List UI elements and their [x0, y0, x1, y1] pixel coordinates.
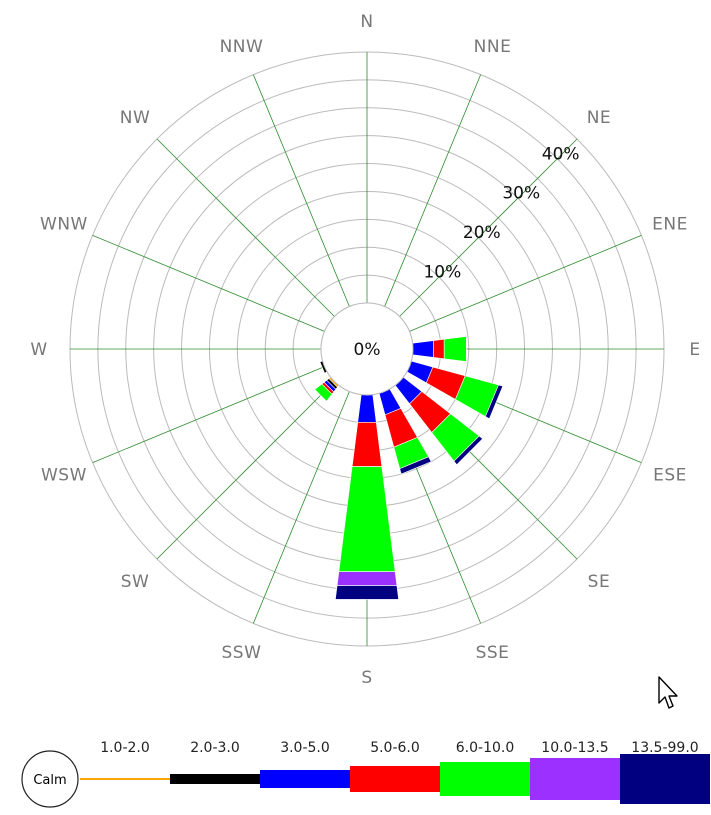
bar-s-13-5-99-0 — [335, 585, 399, 600]
direction-label-e: E — [689, 340, 700, 360]
legend-swatch-13-5-99-0 — [620, 754, 710, 804]
bar-s-6-0-10-0 — [338, 466, 396, 573]
bar-s-10-0-13-5 — [336, 571, 398, 586]
legend-label-10-0-13-5: 10.0-13.5 — [541, 740, 608, 756]
direction-label-ene: ENE — [652, 214, 688, 234]
legend-label-13-5-99-0: 13.5-99.0 — [631, 740, 698, 756]
direction-label-wnw: WNW — [40, 214, 88, 234]
chart-center: 0% — [320, 302, 414, 396]
direction-label-wsw: WSW — [41, 466, 87, 486]
bar-s-3-0-5-0 — [357, 394, 377, 423]
grid-spoke-nw — [156, 138, 335, 317]
legend-label-6-0-10-0: 6.0-10.0 — [456, 740, 515, 756]
center-disc — [320, 302, 414, 396]
legend-label-1-0-2-0: 1.0-2.0 — [100, 740, 150, 756]
legend-swatch-10-0-13-5 — [530, 758, 620, 800]
grid-spoke-ssw — [252, 391, 350, 624]
direction-label-ese: ESE — [653, 466, 687, 486]
bar-ese-13-5-99-0 — [485, 384, 504, 420]
legend-swatch-5-0-6-0 — [350, 766, 440, 792]
direction-label-w: W — [30, 340, 47, 360]
legend-calm-circle — [21, 750, 79, 808]
radial-tick-label-3: 30% — [502, 184, 540, 204]
grid-spoke-nnw — [252, 74, 350, 307]
grid-spoke-sw — [156, 381, 335, 560]
direction-label-sw: SW — [121, 572, 150, 592]
direction-label-s: S — [361, 668, 372, 688]
direction-label-sse: SSE — [476, 643, 510, 663]
direction-label-nnw: NNW — [220, 37, 264, 57]
direction-label-ssw: SSW — [222, 643, 262, 663]
legend-calm-label: Calm — [33, 773, 66, 788]
legend-swatch-1-0-2-0 — [80, 778, 170, 780]
legend-label-3-0-5-0: 3.0-5.0 — [280, 740, 330, 756]
bar-e-3-0-5-0 — [412, 340, 434, 358]
radial-tick-label-2: 20% — [463, 223, 501, 243]
legend-swatch-2-0-3-0 — [170, 774, 260, 784]
grid-spoke-wnw — [92, 234, 325, 332]
direction-labels: N NNE NE ENE E ESE SE SSE S SSW SW WSW W WNW NW NNW — [30, 12, 700, 688]
legend-label-5-0-6-0: 5.0-6.0 — [370, 740, 420, 756]
direction-label-se: SE — [588, 572, 611, 592]
radial-tick-label-0: 0% — [354, 340, 381, 360]
bar-sw-6-0-10-0 — [314, 383, 333, 402]
radial-tick-labels: 10%20%30%40% — [423, 144, 579, 282]
chart-legend: 1.0-2.0 2.0-3.0 3.0-5.0 5.0-6.0 6.0-10.0 10.0… — [21, 740, 710, 808]
grid-spoke-nne — [384, 74, 482, 307]
bar-se-13-5-99-0 — [453, 435, 484, 466]
bar-sse-13-5-99-0 — [399, 456, 432, 475]
legend-swatch-3-0-5-0 — [260, 770, 350, 788]
radial-tick-label-4: 40% — [542, 144, 580, 164]
chart-bars — [314, 336, 504, 600]
mouse-pointer-icon — [658, 676, 678, 709]
direction-label-n: N — [360, 12, 373, 32]
bar-e-6-0-10-0 — [443, 336, 467, 362]
radial-tick-label-1: 10% — [423, 263, 461, 283]
grid-spoke-ene — [409, 234, 642, 332]
legend-swatch-6-0-10-0 — [440, 762, 530, 796]
bar-s-5-0-6-0 — [351, 422, 383, 467]
legend-label-2-0-3-0: 2.0-3.0 — [190, 740, 240, 756]
direction-label-nne: NNE — [474, 37, 512, 57]
grid-spoke-wsw — [92, 366, 325, 464]
direction-label-ne: NE — [587, 108, 611, 128]
direction-label-nw: NW — [120, 108, 151, 128]
bar-e-5-0-6-0 — [433, 338, 445, 360]
grid-spoke-ne — [399, 138, 578, 317]
